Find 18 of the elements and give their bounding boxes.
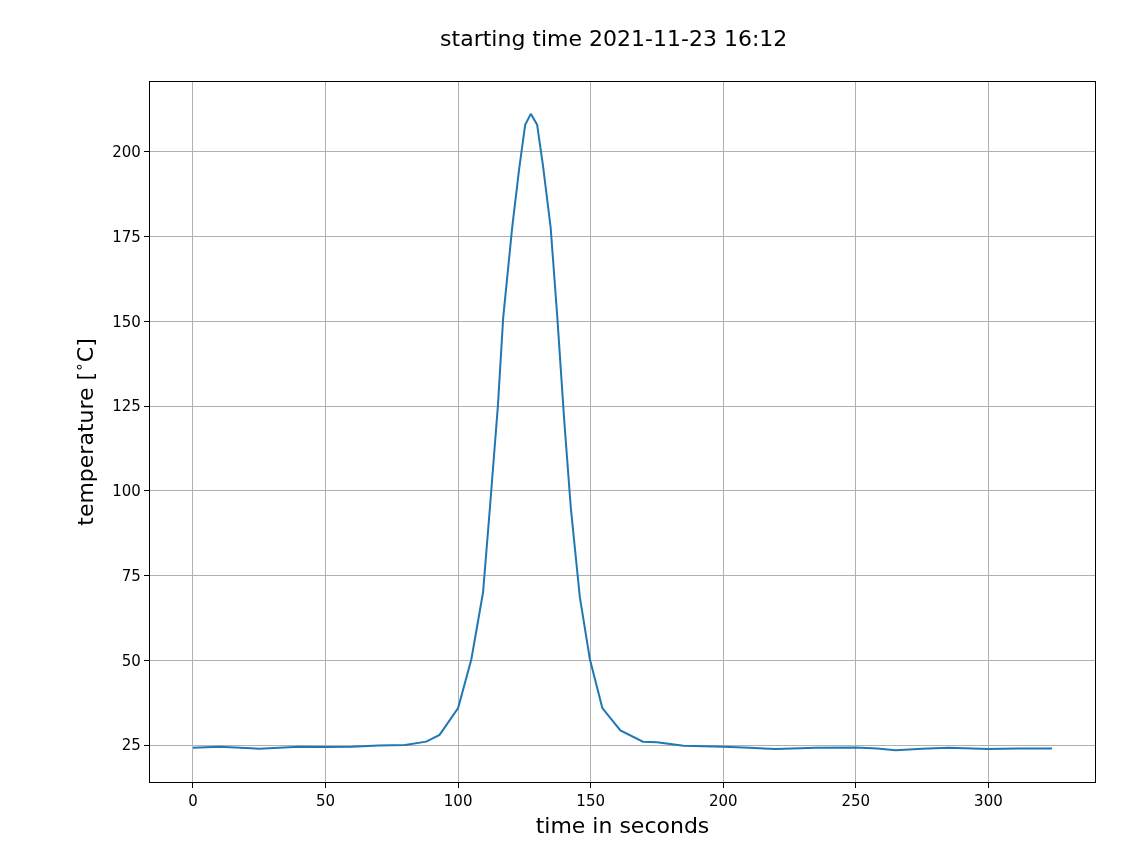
y-tick-label: 25 (121, 736, 141, 755)
x-tick-label: 150 (576, 792, 605, 811)
x-tick-label: 300 (974, 792, 1003, 811)
x-tick-label: 250 (841, 792, 871, 811)
x-axis-title: time in seconds (535, 813, 710, 838)
x-tick-label: 50 (315, 792, 336, 811)
y-tick-label: 125 (112, 397, 141, 416)
line-series (191, 112, 1054, 752)
chart-title: starting time 2021-11-23 16:12 (440, 25, 788, 51)
y-tick-label: 75 (121, 566, 141, 585)
y-tick-label: 100 (112, 482, 141, 501)
y-tick-label: 175 (112, 227, 141, 246)
y-tick-label: 200 (112, 143, 141, 162)
y-tick-label: 150 (112, 312, 141, 331)
y-tick-label: 50 (121, 651, 141, 670)
x-tick-label: 100 (443, 792, 473, 811)
x-tick-label: 200 (708, 792, 738, 811)
x-tick-label: 0 (188, 792, 198, 811)
